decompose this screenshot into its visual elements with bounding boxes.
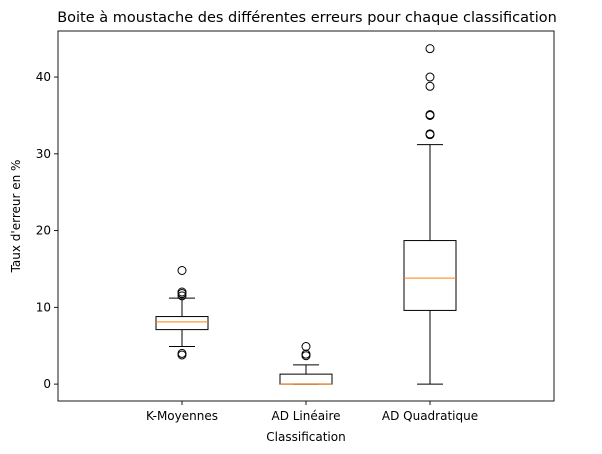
iqr-box xyxy=(155,316,209,331)
y-tick-label: 10 xyxy=(36,300,51,314)
x-tick-label: AD Linéaire xyxy=(271,409,340,423)
iqr-box xyxy=(279,373,333,385)
outlier-point xyxy=(425,72,435,82)
outlier-point xyxy=(177,287,187,297)
plot-area xyxy=(57,30,555,402)
y-tick-label: 0 xyxy=(43,377,51,391)
box-group xyxy=(279,341,333,385)
outlier-point xyxy=(425,81,435,91)
iqr-box xyxy=(403,240,457,311)
outlier-point xyxy=(425,44,435,54)
x-axis-label: Classification xyxy=(266,430,345,444)
outlier-point xyxy=(301,341,311,351)
y-tick-label: 20 xyxy=(36,224,51,238)
outlier-point xyxy=(177,266,187,276)
box-group xyxy=(403,44,457,385)
outlier-point xyxy=(177,348,187,358)
box-group xyxy=(155,266,209,360)
y-axis-label: Taux d'erreur en % xyxy=(9,160,23,274)
x-tick-label: AD Quadratique xyxy=(382,409,478,423)
boxes xyxy=(155,44,457,385)
y-tick-label: 40 xyxy=(36,70,51,84)
chart-title: Boite à moustache des différentes erreur… xyxy=(57,10,557,26)
x-axis: K-Moyennes AD Linéaire AD Quadratique xyxy=(146,401,478,423)
outlier-point xyxy=(177,291,187,301)
outlier-point xyxy=(425,129,435,139)
x-tick-label: K-Moyennes xyxy=(146,409,218,423)
outlier-point xyxy=(425,110,435,120)
y-tick-label: 30 xyxy=(36,147,51,161)
y-axis: 0 10 20 30 40 xyxy=(36,70,58,391)
